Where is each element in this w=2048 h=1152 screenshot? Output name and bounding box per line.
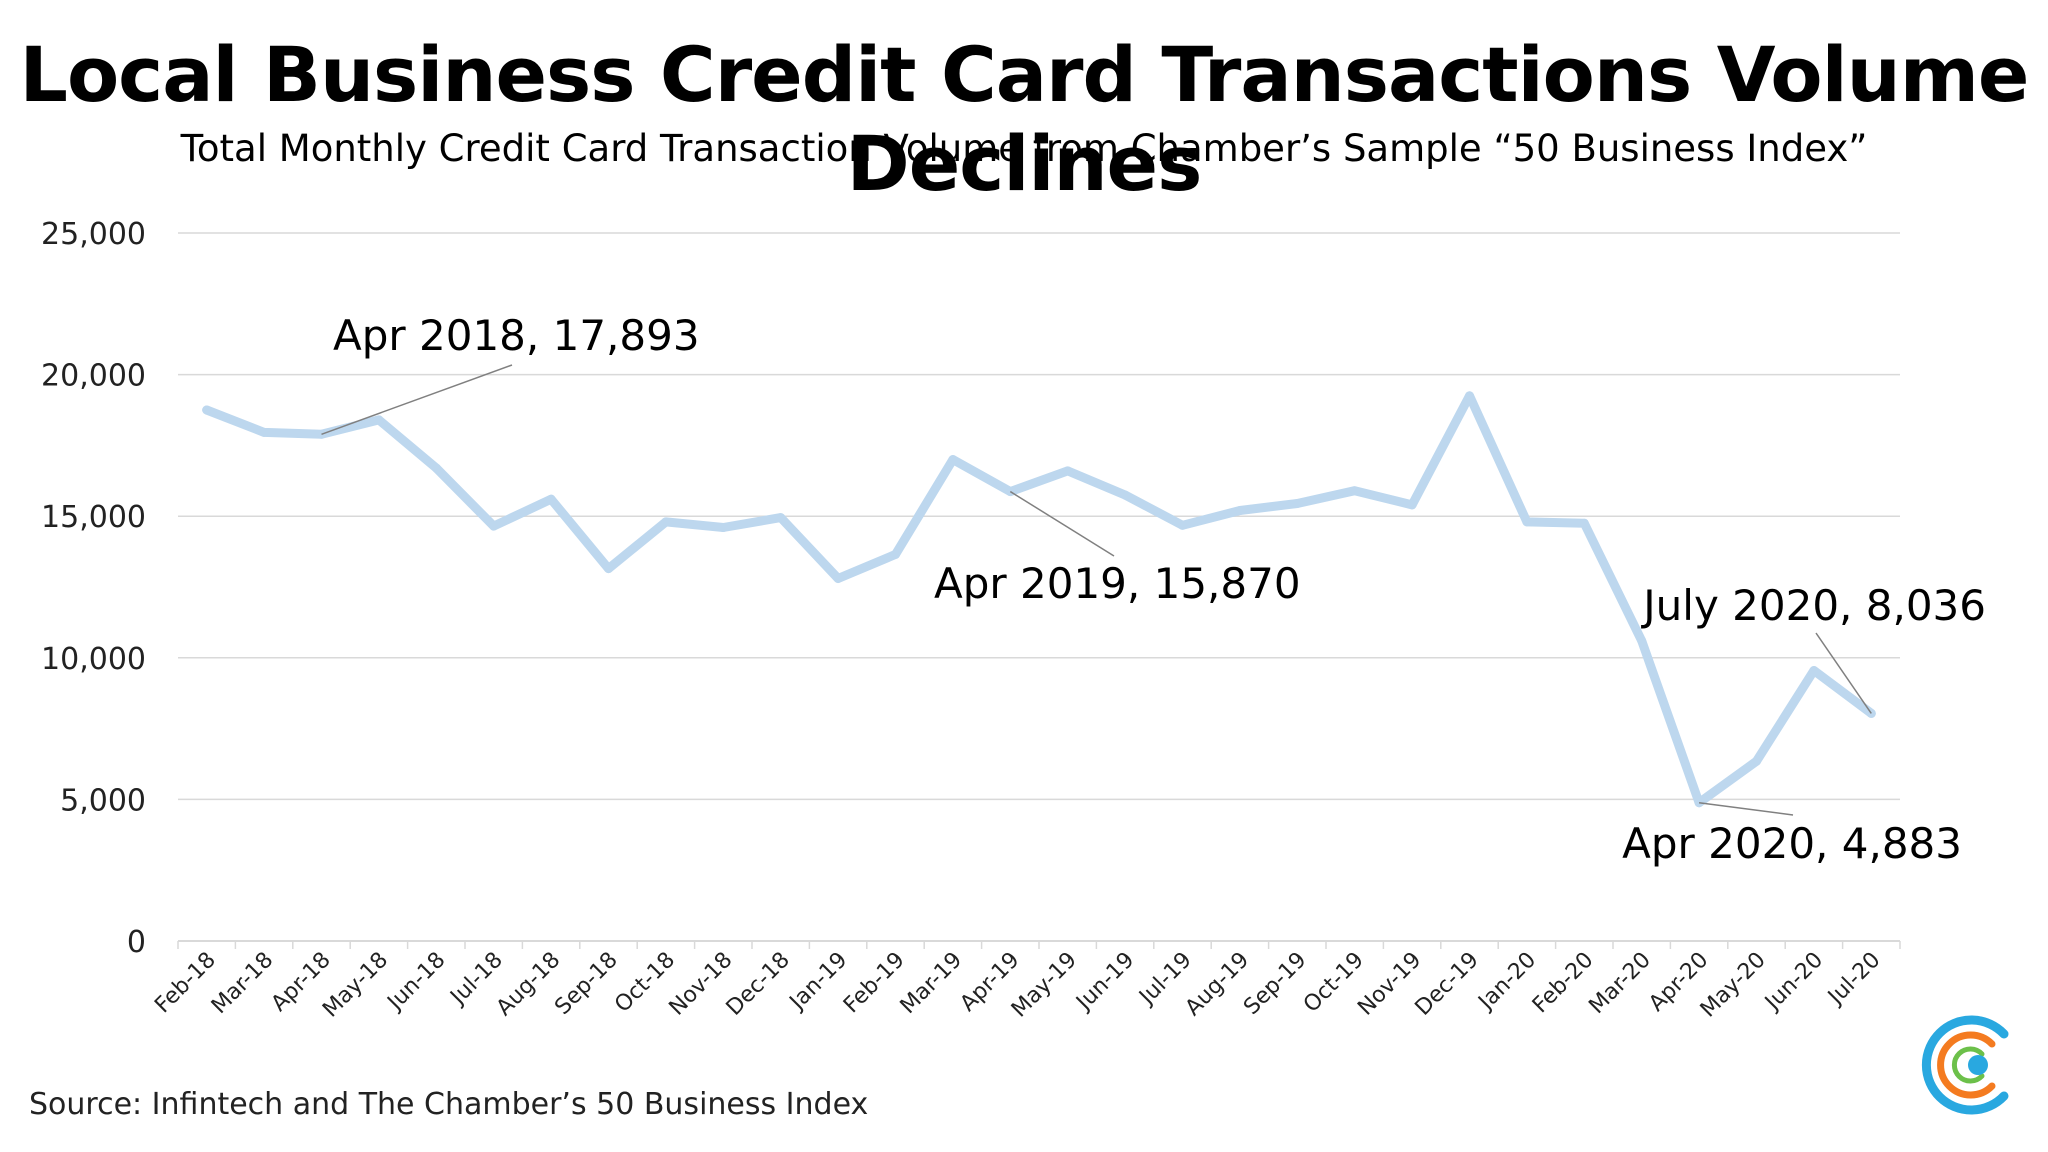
y-tick-label: 25,000: [41, 217, 146, 252]
data-point: [1579, 518, 1589, 528]
series-line: [202, 391, 1876, 808]
data-point: [1752, 756, 1761, 766]
x-tick-label: Mar-19: [896, 948, 967, 1019]
data-point: [891, 549, 900, 559]
x-tick-label: Jan-19: [784, 948, 852, 1016]
x-tick-label: Feb-18: [150, 948, 221, 1019]
x-tick-label: Nov-19: [1353, 948, 1426, 1021]
data-point: [948, 455, 958, 465]
annotation-leader: [1009, 490, 1115, 557]
annotation-leader: [1815, 632, 1872, 714]
chart-title: Local Business Credit Card Transactions …: [19, 30, 2030, 208]
annotation-label: July 2020, 8,036: [1640, 581, 1986, 630]
data-point: [776, 513, 786, 523]
x-tick-label: Dec-18: [722, 948, 795, 1021]
x-tick-label: May-18: [318, 948, 393, 1023]
chamber-logo-icon: [1921, 1015, 2009, 1115]
data-point: [546, 494, 556, 504]
annotation-label: Apr 2019, 15,870: [934, 559, 1301, 608]
data-point: [202, 405, 212, 415]
annotation-leader: [1699, 801, 1794, 816]
data-point: [489, 521, 499, 531]
chart-subtitle: Total Monthly Credit Card Transaction Vo…: [180, 127, 1868, 170]
data-point: [1063, 466, 1073, 476]
x-tick-label: Jun-19: [1071, 948, 1140, 1017]
annotation-label: Apr 2020, 4,883: [1622, 819, 1962, 868]
data-point: [718, 523, 728, 533]
x-tick-label: Feb-20: [1528, 948, 1599, 1019]
data-point: [1120, 490, 1130, 500]
x-tick-label: Aug-19: [1181, 948, 1254, 1021]
y-tick-label: 0: [127, 925, 146, 960]
x-tick-label: Dec-19: [1411, 948, 1484, 1021]
x-tick-label: Feb-19: [839, 948, 910, 1019]
data-point: [1809, 666, 1819, 676]
data-point: [1465, 391, 1474, 401]
x-tick-label: Mar-20: [1584, 948, 1655, 1019]
data-point: [1637, 636, 1647, 646]
x-tick-label: Sep-18: [550, 948, 622, 1020]
source-note: Source: Infintech and The Chamber’s 50 B…: [29, 1087, 869, 1122]
data-point: [259, 427, 269, 437]
annotation-leader: [321, 364, 513, 435]
x-tick-label: May-20: [1696, 948, 1771, 1023]
data-point: [1178, 520, 1187, 530]
data-point: [1407, 500, 1417, 510]
x-tick-label: Aug-18: [492, 948, 565, 1021]
x-tick-label: Jun-20: [1759, 948, 1828, 1017]
x-tick-label: Jun-18: [382, 948, 451, 1017]
data-point: [374, 415, 384, 425]
x-tick-label: Nov-18: [665, 948, 738, 1021]
x-tick-label: Jul-20: [1822, 948, 1885, 1011]
annotation-label: Apr 2018, 17,893: [333, 311, 700, 360]
data-point: [833, 574, 843, 584]
data-point: [1292, 498, 1302, 508]
y-tick-label: 20,000: [41, 359, 146, 394]
x-tick-label: May-19: [1007, 948, 1082, 1023]
data-point: [604, 564, 613, 574]
data-point: [1235, 506, 1245, 516]
x-tick-label: Sep-19: [1239, 948, 1311, 1020]
x-tick-label: Mar-18: [207, 948, 278, 1019]
x-tick-label: Jan-20: [1473, 948, 1541, 1016]
data-point: [661, 517, 671, 527]
y-tick-label: 10,000: [41, 642, 146, 677]
data-point: [1522, 517, 1532, 527]
y-tick-label: 15,000: [41, 500, 146, 535]
data-point: [1350, 486, 1360, 496]
y-tick-label: 5,000: [60, 783, 146, 818]
data-point: [431, 463, 441, 473]
